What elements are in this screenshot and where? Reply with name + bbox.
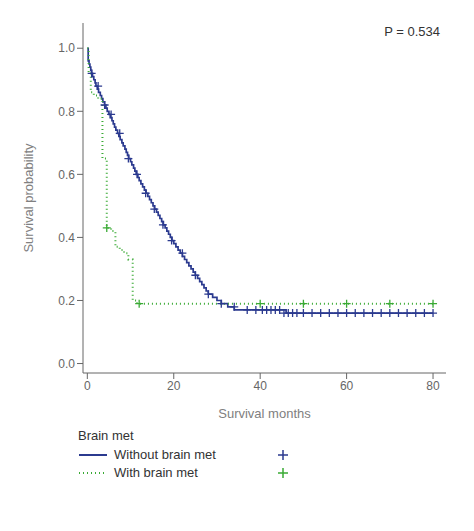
svg-text:0.0: 0.0: [58, 357, 75, 371]
html-text:With brain met: With brain met: [114, 465, 198, 480]
svg-text:40: 40: [253, 379, 267, 393]
svg-text:0.8: 0.8: [58, 105, 75, 119]
svg-text:0: 0: [84, 379, 91, 393]
svg-text:20: 20: [167, 379, 181, 393]
svg-text:0.2: 0.2: [58, 294, 75, 308]
svg-text:80: 80: [426, 379, 440, 393]
svg-text:60: 60: [340, 379, 354, 393]
svg-text:Survival months: Survival months: [218, 406, 311, 421]
svg-text:Survival probability: Survival probability: [21, 143, 36, 253]
svg-text:0.4: 0.4: [58, 231, 75, 245]
svg-text:0.6: 0.6: [58, 168, 75, 182]
html-text:Without brain met: Without brain met: [114, 447, 216, 462]
html-text:P = 0.534: P = 0.534: [384, 24, 440, 39]
html-text:Brain met: Brain met: [78, 428, 134, 443]
svg-text:1.0: 1.0: [58, 41, 75, 55]
